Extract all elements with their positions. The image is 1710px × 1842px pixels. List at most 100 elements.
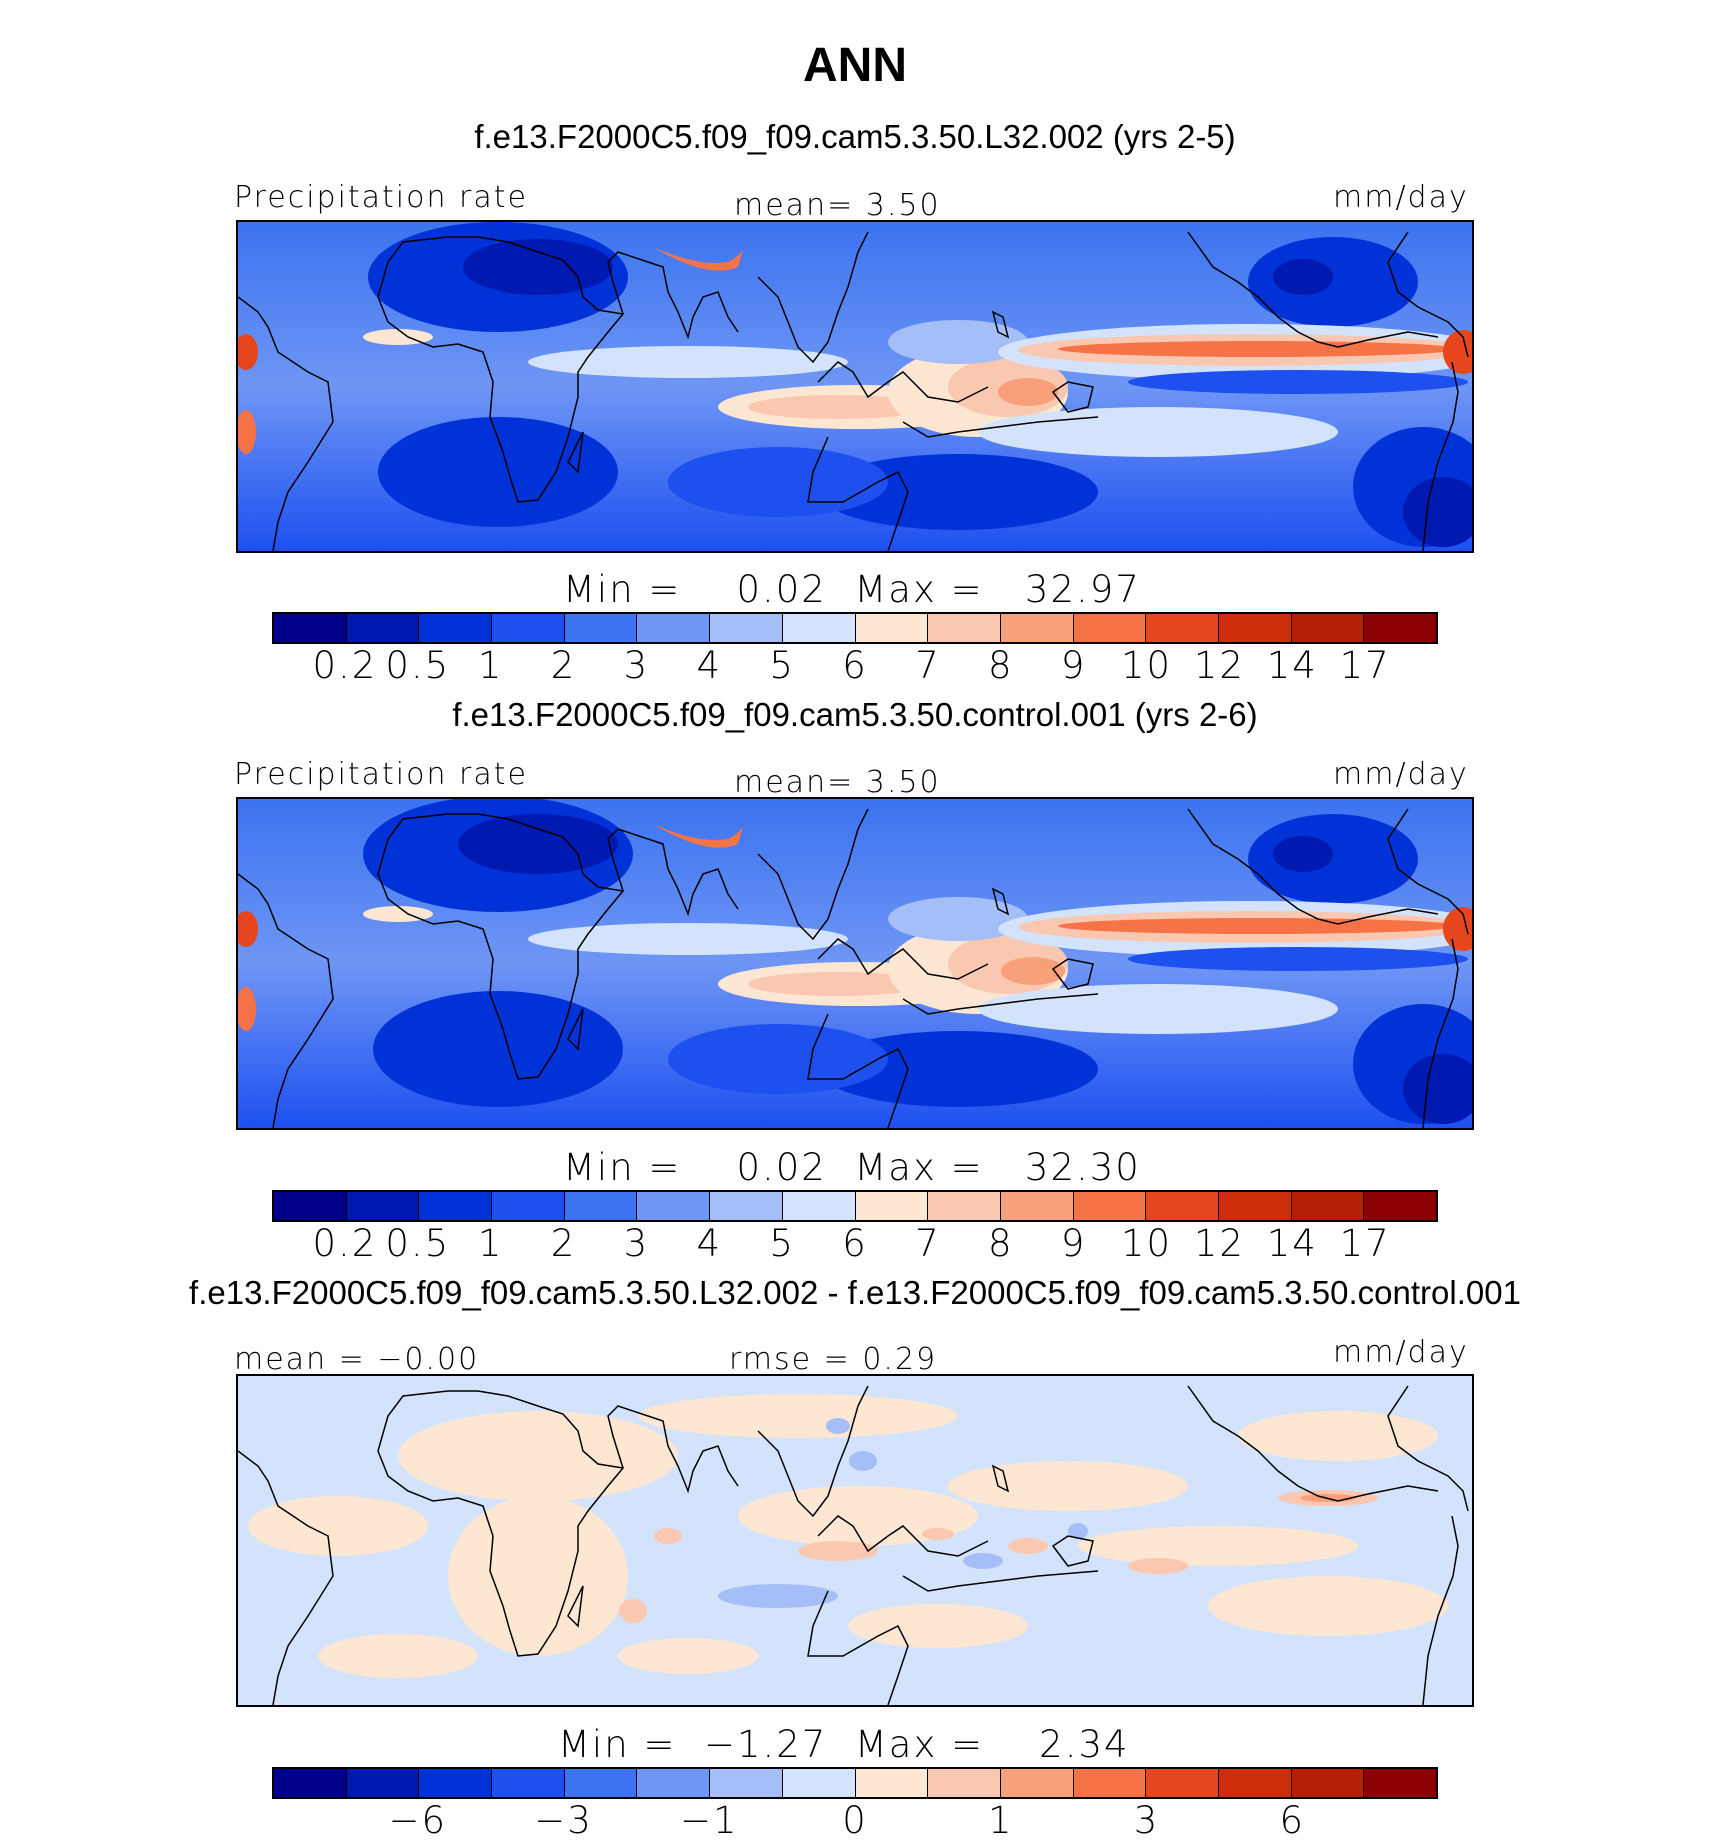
colorbar-tick-label: 0.2	[312, 1222, 378, 1265]
colorbar-tick-label: 17	[1339, 1222, 1391, 1265]
colorbar-swatch	[782, 1192, 856, 1220]
colorbar-swatch	[637, 1192, 711, 1220]
colorbar-tick-label: 17	[1339, 644, 1391, 687]
colorbar-tick-label: 8	[987, 644, 1014, 687]
colorbar-swatch	[782, 1769, 856, 1797]
colorbar-swatch	[1146, 1192, 1219, 1220]
colorbar-swatch	[419, 1769, 493, 1797]
colorbar-swatch	[492, 1769, 565, 1797]
colorbar-swatch	[1146, 1769, 1219, 1797]
colorbar-tick-label: 10	[1120, 644, 1173, 687]
colorbar-tick-label: 3	[623, 1222, 650, 1265]
colorbar-tick-label: 0.2	[312, 644, 378, 687]
colorbar-tick-label: 9	[1060, 1222, 1087, 1265]
panel3-colorbar	[272, 1767, 1438, 1799]
colorbar-swatch	[855, 1769, 929, 1797]
colorbar-tick-label: 14	[1266, 1222, 1318, 1265]
colorbar-tick-label: 8	[987, 1222, 1014, 1265]
colorbar-swatch	[492, 1192, 565, 1220]
colorbar-swatch	[928, 1769, 1001, 1797]
coastlines	[238, 231, 1469, 551]
colorbar-tick-label: 3	[623, 644, 650, 687]
colorbar-swatch	[1218, 1192, 1292, 1220]
colorbar-swatch	[1291, 614, 1365, 642]
colorbar-tick-label: 3	[1133, 1799, 1160, 1842]
colorbar-tick-label: −6	[388, 1799, 448, 1842]
colorbar-tick-label: 5	[769, 644, 795, 687]
colorbar-tick-label: 9	[1060, 644, 1087, 687]
colorbar-tick-label: 0.5	[385, 1222, 451, 1265]
colorbar-swatch	[1291, 1192, 1365, 1220]
colorbar-tick-label: 4	[696, 644, 723, 687]
panel2-mean-label: mean= 3.50	[734, 765, 941, 800]
colorbar-swatch	[782, 614, 856, 642]
panel3-minmax: Min = −1.27 Max = 2.34	[558, 1723, 1130, 1766]
colorbar-tick-label: 10	[1120, 1222, 1173, 1265]
colorbar-tick-label: 2	[550, 644, 577, 687]
panel1-mean-label: mean= 3.50	[734, 188, 941, 223]
panel1-title: f.e13.F2000C5.f09_f09.cam5.3.50.L32.002 …	[474, 118, 1236, 155]
panel2-colorbar	[272, 1190, 1438, 1222]
colorbar-swatch	[855, 614, 929, 642]
panel2-field-label: Precipitation rate	[234, 757, 528, 792]
colorbar-swatch	[564, 1769, 638, 1797]
colorbar-tick-label: 7	[915, 1222, 941, 1265]
colorbar-tick-label: 6	[1279, 1799, 1306, 1842]
colorbar-tick-label: 1	[987, 1799, 1014, 1842]
coastlines	[238, 1385, 1469, 1705]
panel2-units-label: mm/day	[1333, 757, 1469, 792]
colorbar-tick-label: 1	[477, 1222, 504, 1265]
colorbar-swatch	[1000, 1769, 1074, 1797]
colorbar-tick-label: 6	[842, 1222, 868, 1265]
panel1-colorbar-ticks: 0.2 0.5 1 2 3 4 5 6 7 8 9 10 12 14 17	[272, 644, 1438, 690]
panel3-units-label: mm/day	[1333, 1335, 1469, 1370]
colorbar-tick-label: 12	[1193, 644, 1245, 687]
colorbar-tick-label: 5	[769, 1222, 795, 1265]
colorbar-swatch	[710, 1192, 783, 1220]
colorbar-swatch	[1073, 1769, 1147, 1797]
panel2-minmax: Min = 0.02 Max = 32.30	[563, 1146, 1141, 1189]
colorbar-tick-label: −3	[534, 1799, 593, 1842]
colorbar-tick-label: 4	[696, 1222, 723, 1265]
panel1-field-label: Precipitation rate	[234, 180, 528, 215]
colorbar-swatch	[1073, 1192, 1147, 1220]
panel1-map	[236, 220, 1474, 553]
panel1-minmax: Min = 0.02 Max = 32.97	[563, 568, 1141, 611]
panel3-map	[236, 1374, 1474, 1707]
colorbar-swatch	[1000, 1192, 1074, 1220]
himalaya-wet	[653, 824, 743, 848]
south-atlantic-dry-region	[378, 417, 618, 527]
colorbar-swatch	[274, 1769, 347, 1797]
colorbar-swatch	[346, 1769, 420, 1797]
colorbar-swatch	[855, 1192, 929, 1220]
colorbar-swatch	[346, 614, 420, 642]
himalaya-wet	[653, 247, 743, 271]
colorbar-tick-label: 0	[842, 1799, 868, 1842]
colorbar-swatch	[564, 1192, 638, 1220]
colorbar-swatch	[1218, 614, 1292, 642]
colorbar-swatch	[637, 614, 711, 642]
colorbar-tick-label: 0.5	[385, 644, 451, 687]
colorbar-tick-label: 6	[842, 644, 868, 687]
colorbar-swatch	[564, 614, 638, 642]
panel1-units-label: mm/day	[1333, 180, 1469, 215]
panel3-rmse-label: rmse = 0.29	[729, 1342, 938, 1377]
colorbar-swatch	[1364, 1769, 1436, 1797]
colorbar-swatch	[637, 1769, 711, 1797]
colorbar-swatch	[1000, 614, 1074, 642]
panel2-map	[236, 797, 1474, 1130]
colorbar-swatch	[1146, 614, 1219, 642]
colorbar-tick-label: 14	[1266, 644, 1318, 687]
colorbar-swatch	[1073, 614, 1147, 642]
ne-pacific-dry-region	[1248, 814, 1418, 904]
colorbar-swatch	[419, 614, 493, 642]
panel2-title: f.e13.F2000C5.f09_f09.cam5.3.50.control.…	[452, 696, 1258, 733]
colorbar-swatch	[492, 614, 565, 642]
colorbar-swatch	[1364, 614, 1436, 642]
panel1-colorbar	[272, 612, 1438, 644]
colorbar-tick-label: 12	[1193, 1222, 1245, 1265]
colorbar-swatch	[346, 1192, 420, 1220]
colorbar-swatch	[928, 1192, 1001, 1220]
colorbar-tick-label: 2	[550, 1222, 577, 1265]
colorbar-tick-label: −1	[679, 1799, 739, 1842]
